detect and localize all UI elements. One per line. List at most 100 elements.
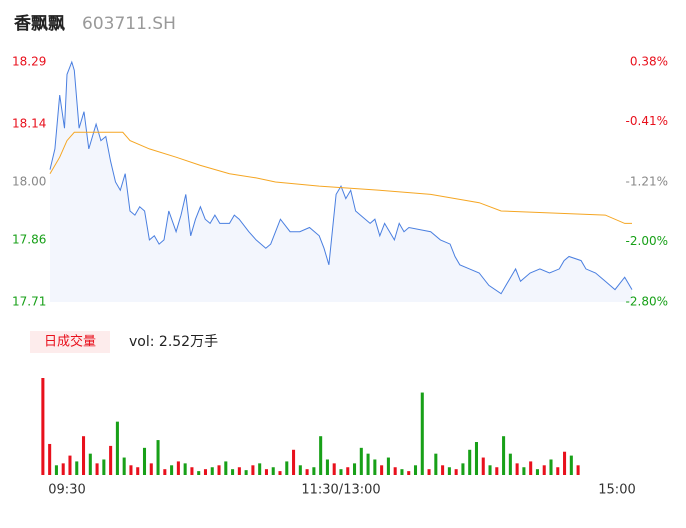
volume-bar [522,467,526,475]
y2-tick-label: -2.00% [626,234,668,248]
volume-bar [386,457,390,475]
volume-bar [129,465,133,475]
volume-bar [176,461,180,475]
volume-bar [576,465,580,475]
volume-bar [163,469,167,475]
volume-bar [224,461,228,475]
volume-bar [210,467,214,475]
volume-bar [217,465,221,475]
volume-bar [563,451,567,475]
x-tick-label: 11:30/13:00 [301,483,380,498]
volume-bar [569,455,573,475]
volume-bar [292,449,296,475]
volume-bar [48,443,52,475]
volume-bar [75,461,79,475]
volume-bar [115,421,119,475]
volume-bar [325,459,329,475]
volume-bar [231,469,235,475]
volume-bar [197,471,201,475]
volume-bar [353,463,357,475]
volume-bar [542,465,546,475]
y2-tick-label: -2.80% [626,295,668,309]
volume-bar [400,469,404,475]
volume-bar [373,459,377,475]
volume-bar [122,457,126,475]
volume-bar [380,465,384,475]
volume-bar [61,463,65,475]
volume-bar [549,459,553,475]
y-tick-label: 18.00 [12,175,46,189]
volume-bar [95,463,99,475]
volume-bar [454,469,458,475]
y2-tick-label: -0.41% [626,114,668,128]
volume-bar [461,463,465,475]
volume-bar [142,447,147,475]
stock-name: 香飘飘 [14,14,65,34]
volume-bar [407,471,411,475]
volume-bar [170,465,174,475]
volume-bar [346,467,350,475]
volume-bar [102,459,106,475]
volume-bar [481,457,485,475]
volume-bar [237,467,241,475]
volume-bar [529,461,533,475]
y-tick-label: 17.86 [12,232,46,246]
volume-bar [88,453,92,475]
volume-badge: 日成交量 [44,334,96,350]
volume-bar [149,463,153,475]
y-tick-label: 18.29 [12,55,46,69]
volume-bar [264,469,268,475]
volume-bar [502,436,506,475]
volume-bar [68,455,72,475]
volume-bar [427,469,431,475]
volume-bar [54,465,58,475]
volume-bar [278,471,282,475]
volume-bar [366,453,370,475]
volume-bar [271,467,275,475]
volume-label: vol: 2.52万手 [129,334,218,350]
volume-bar [251,465,255,475]
volume-bar [298,465,302,475]
volume-bar [312,467,316,475]
volume-bar [305,469,309,475]
volume-bar [393,467,397,475]
volume-badge-bg [30,331,110,353]
volume-bar [41,378,45,475]
volume-bar [413,465,418,475]
volume-bar [244,470,248,475]
y-tick-label: 17.71 [12,295,46,309]
volume-bar [156,440,160,475]
y-tick-label: 18.14 [12,117,46,131]
volume-bar [258,463,262,475]
volume-bar [535,469,539,475]
volume-bar [474,442,479,475]
volume-bar [508,453,512,475]
volume-bar [285,461,289,475]
price-area [50,62,632,302]
volume-bar [556,467,560,475]
volume-bar [488,465,492,475]
volume-bar [183,463,187,475]
volume-bar [515,463,519,475]
volume-bar [82,436,86,475]
volume-bar [190,467,194,475]
volume-bar [339,469,343,475]
y2-tick-label: -1.21% [626,175,668,189]
volume-bar [447,467,451,475]
x-tick-label: 09:30 [48,483,85,498]
x-tick-label: 15:00 [598,483,635,498]
volume-bar [420,392,424,475]
price-line [49,60,633,295]
price-line [49,131,632,224]
volume-bar [136,467,140,475]
y2-tick-label: 0.38% [630,55,668,69]
volume-bar [468,449,472,475]
volume-bar [332,463,336,475]
volume-bar [203,469,208,475]
volume-bar [495,467,499,475]
volume-bar [434,453,438,475]
volume-bar [359,447,363,475]
volume-bar [441,465,445,475]
volume-bar [319,436,323,475]
